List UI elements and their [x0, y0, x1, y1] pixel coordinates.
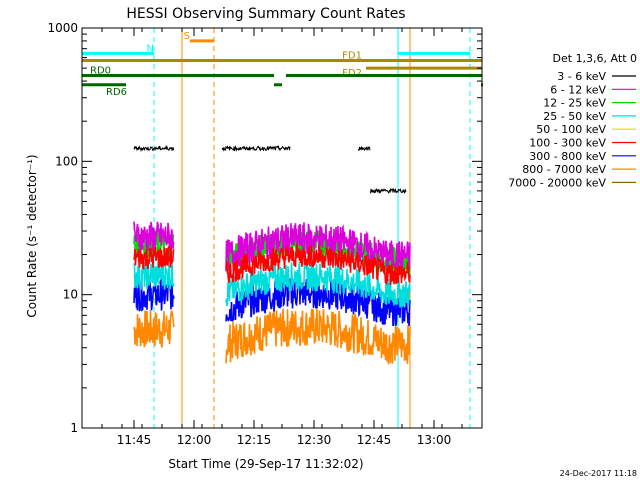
status-label-rd6: RD6: [106, 87, 127, 98]
series-trace-6-1: [225, 277, 411, 326]
x-tick-label-1: 12:00: [177, 433, 212, 447]
x-tick-label-2: 12:15: [237, 433, 272, 447]
y-tick-label-1: 10: [63, 288, 78, 302]
legend-label-1: 6 - 12 keV: [550, 83, 606, 96]
series-25-50keV: [133, 258, 411, 308]
y-axis-label: Count Rate (s⁻¹ detector⁻¹): [25, 154, 39, 317]
series-trace-0-3: [369, 187, 407, 194]
series-trace-0-0: [133, 145, 175, 153]
series-trace-5-0: [133, 246, 175, 270]
footer-date: 24-Dec-2017 11:18: [560, 469, 637, 478]
legend-label-8: 7000 - 20000 keV: [508, 176, 606, 189]
x-tick-label-4: 12:45: [357, 433, 392, 447]
x-tick-label-5: 13:00: [417, 433, 452, 447]
series-300-800keV: [133, 277, 411, 326]
legend-label-0: 3 - 6 keV: [557, 70, 606, 83]
series-trace-0-1: [221, 144, 291, 153]
series-trace-7-0: [133, 309, 175, 348]
status-label-fd1: FD1: [342, 51, 362, 62]
legend-label-2: 12 - 25 keV: [543, 97, 606, 110]
y-tick-label-2: 100: [55, 154, 78, 168]
status-label-n: N: [147, 43, 154, 54]
legend-label-3: 25 - 50 keV: [543, 110, 606, 123]
series-trace-1-1: [225, 222, 411, 272]
series-100-300keV: [133, 244, 411, 286]
legend-title: Det 1,3,6, Att 0: [553, 52, 637, 65]
y-tick-label-3: 1000: [47, 21, 78, 35]
series-trace-3-1: [225, 258, 411, 308]
legend-label-5: 100 - 300 keV: [529, 137, 606, 150]
status-label-s: S: [184, 31, 190, 42]
series-trace-5-1: [225, 244, 411, 286]
x-axis-label: Start Time (29-Sep-17 11:32:02): [168, 457, 363, 471]
series-trace-6-0: [133, 277, 175, 312]
y-tick-label-0: 1: [70, 421, 78, 435]
status-label-fd2: FD2: [342, 68, 362, 79]
series-800-7000keV: [133, 308, 411, 365]
series-trace-0-2: [357, 145, 371, 152]
status-label-rd0: RD0: [90, 66, 111, 77]
chart-title: HESSI Observing Summary Count Rates: [126, 6, 405, 22]
series-trace-2-1: [225, 229, 411, 276]
legend-label-7: 800 - 7000 keV: [522, 163, 606, 176]
x-tick-label-3: 12:30: [297, 433, 332, 447]
legend-label-4: 50 - 100 keV: [536, 123, 606, 136]
legend-label-6: 300 - 800 keV: [529, 150, 606, 163]
series-trace-3-0: [133, 260, 175, 290]
series-trace-7-1: [225, 308, 411, 365]
x-tick-label-0: 11:45: [117, 433, 152, 447]
series-3-6keV: [133, 144, 407, 194]
